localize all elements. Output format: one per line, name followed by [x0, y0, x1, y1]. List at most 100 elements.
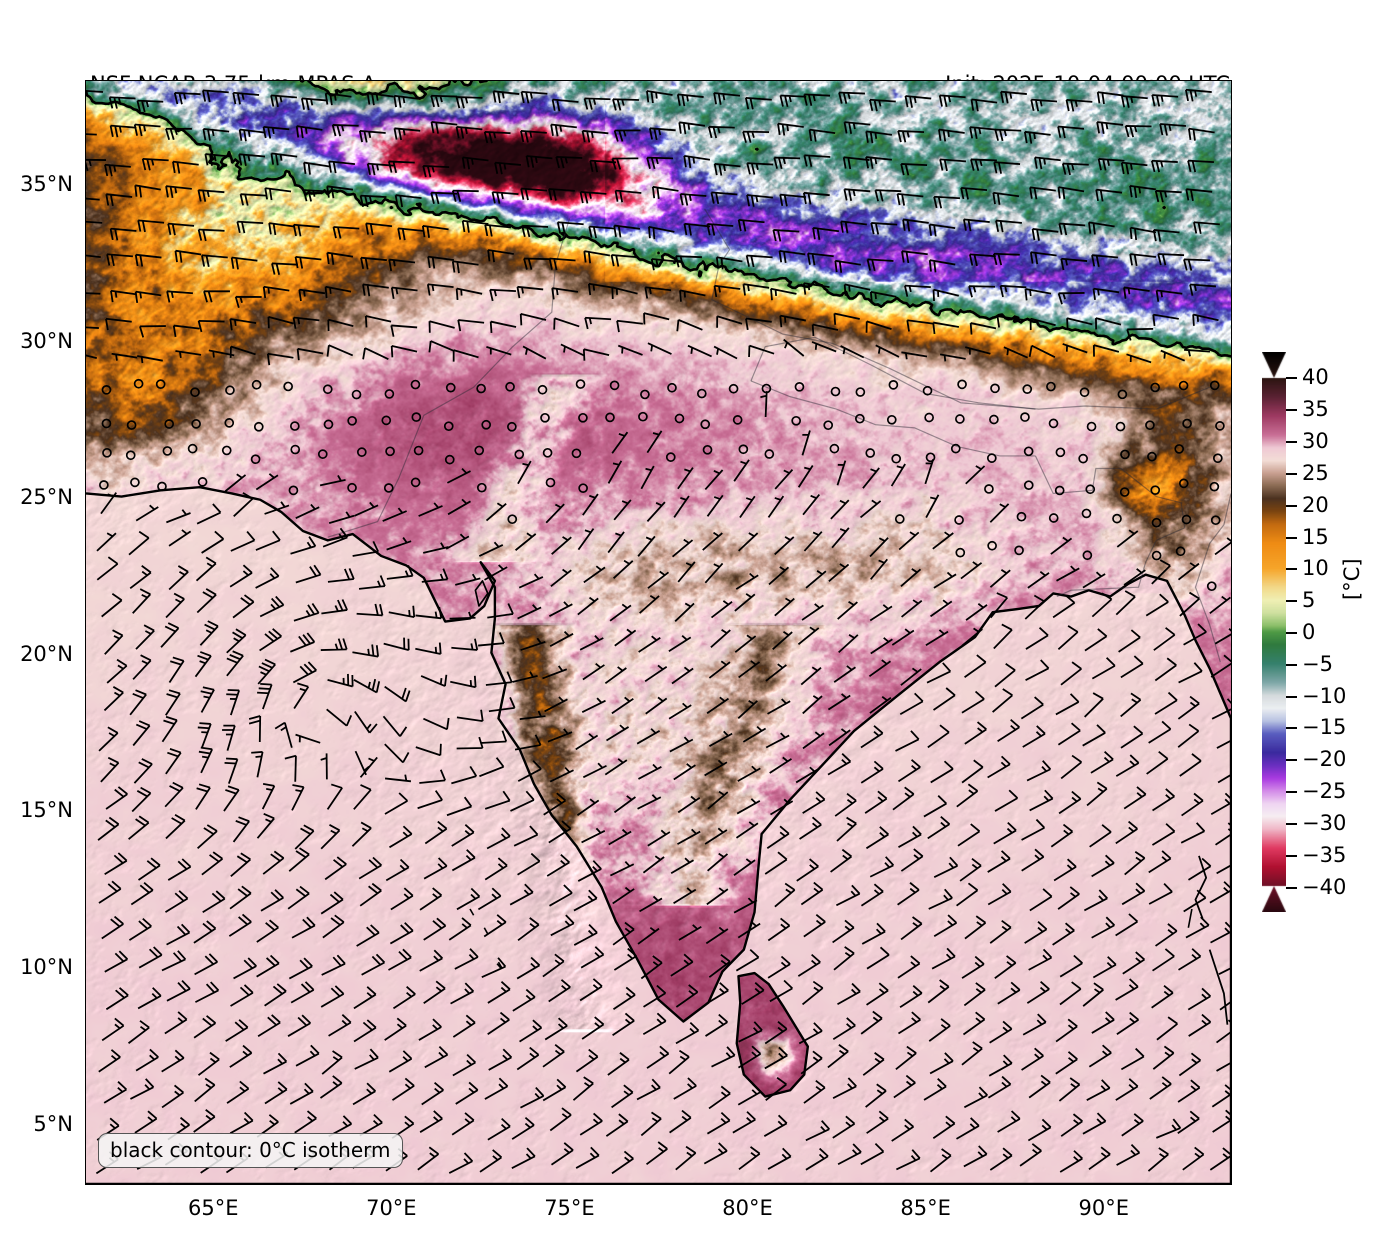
wind-barb: [134, 290, 162, 304]
wind-barb: [164, 781, 184, 808]
coastline: [735, 971, 810, 1098]
wind-barb: [264, 501, 290, 515]
wind-barb: [507, 421, 517, 432]
wind-barb: [1112, 513, 1122, 524]
wind-barb: [923, 795, 948, 818]
wind-barb: [832, 1077, 857, 1099]
wind-barb: [356, 603, 384, 617]
colorbar-tick-label: 40: [1302, 365, 1329, 390]
wind-barb: [485, 671, 513, 686]
wind-barb: [704, 827, 728, 845]
wind-barb: [783, 338, 805, 357]
wind-barb: [994, 663, 1016, 688]
wind-barb: [517, 460, 532, 485]
wind-barb: [423, 857, 448, 880]
wind-barb: [1058, 790, 1082, 815]
wind-barb: [365, 222, 393, 236]
wind-barb: [259, 595, 285, 618]
wind-barb: [366, 92, 394, 106]
wind-barb: [1211, 1084, 1231, 1108]
wind-barb: [132, 720, 151, 747]
wind-barb: [104, 950, 129, 973]
wind-barb: [760, 391, 768, 418]
wind-barb: [733, 459, 750, 482]
wind-barb: [384, 685, 411, 703]
lat-tick-label: 30°N: [20, 328, 73, 353]
wind-barb: [385, 858, 410, 882]
wind-barb: [604, 758, 628, 776]
wind-barb: [673, 495, 690, 518]
wind-barb: [353, 501, 379, 517]
wind-barb: [250, 454, 261, 465]
wind-barb: [138, 946, 163, 969]
wind-barb: [899, 692, 924, 716]
wind-barb: [892, 786, 915, 811]
wind-barb: [703, 1142, 728, 1165]
wind-barb: [455, 1081, 479, 1105]
wind-barb: [834, 259, 861, 273]
wind-barb: [742, 130, 770, 143]
wind-barb: [831, 527, 850, 549]
wind-barb: [360, 256, 387, 270]
wind-barb: [544, 1017, 568, 1041]
wind-barb: [636, 728, 661, 745]
wind-barb: [993, 161, 1021, 174]
wind-barb: [1082, 724, 1106, 747]
wind-barb: [803, 154, 831, 167]
lat-tick-label: 10°N: [20, 955, 73, 979]
wind-barb: [294, 255, 322, 269]
wind-barb: [583, 250, 611, 264]
wind-barb: [671, 666, 694, 685]
wind-barb: [109, 227, 137, 241]
wind-barb: [224, 757, 239, 784]
wind-barb: [264, 1081, 288, 1105]
wind-barb: [735, 821, 759, 839]
wind-barb: [1122, 951, 1146, 975]
wind-barb: [295, 564, 322, 584]
wind-barb: [931, 947, 956, 970]
wind-barb: [161, 715, 178, 743]
wind-barb: [765, 1076, 787, 1101]
wind-barb: [707, 790, 729, 810]
wind-barb: [1210, 921, 1231, 944]
wind-barb: [270, 152, 298, 166]
map-panel[interactable]: [85, 80, 1232, 1185]
wind-barb: [455, 96, 483, 109]
wind-barb: [292, 661, 317, 684]
wind-barb: [902, 218, 929, 232]
wind-barb: [326, 251, 354, 265]
wind-barb: [640, 389, 650, 400]
wind-barb: [774, 597, 795, 617]
wind-barb: [1023, 446, 1034, 457]
wind-barb: [738, 1021, 763, 1043]
wind-barb: [324, 856, 347, 881]
wind-barb: [855, 413, 865, 424]
wind-barb: [255, 567, 280, 589]
wind-barb: [939, 353, 966, 362]
colorbar-tick: [1286, 568, 1297, 571]
wind-barb: [424, 820, 448, 845]
wind-barb: [239, 193, 267, 206]
wind-barb: [650, 258, 678, 271]
wind-barb: [994, 128, 1022, 142]
wind-barb: [288, 485, 299, 496]
wind-barb: [842, 156, 870, 170]
wind-barb: [197, 722, 212, 749]
wind-barb: [291, 784, 305, 811]
wind-barb: [768, 566, 790, 586]
wind-barb: [643, 984, 667, 1008]
wind-barb: [461, 219, 489, 233]
wind-barb: [1218, 967, 1231, 975]
colorbar[interactable]: [1262, 352, 1286, 912]
wind-barb: [289, 1082, 314, 1105]
colorbar-tick: [1286, 632, 1297, 634]
wind-barb: [637, 926, 660, 945]
contour-legend-note: black contour: 0°C isotherm: [98, 1133, 403, 1168]
wind-barb: [1214, 628, 1231, 645]
wind-barb: [989, 1147, 1013, 1171]
wind-barb: [587, 282, 615, 296]
wind-barb: [456, 709, 484, 723]
wind-barb: [769, 979, 793, 1003]
wind-barb: [609, 380, 620, 391]
wind-barb: [898, 825, 922, 848]
